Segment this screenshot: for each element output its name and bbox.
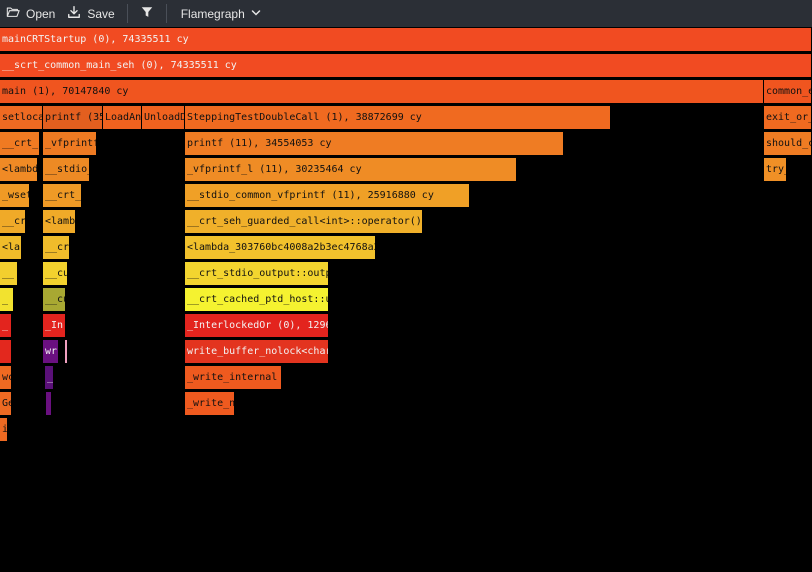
flame-frame[interactable]: wr [43,340,59,364]
toolbar-divider [126,4,128,23]
flame-frame[interactable]: __crt_stdio_output::outp [185,262,329,286]
flame-frame[interactable]: Ge [0,392,12,416]
flame-frame[interactable]: __scrt_common_main_seh (0), 74335511 cy [0,54,812,78]
folder-open-icon [6,5,20,22]
flame-frame[interactable]: <lambd [0,158,38,182]
save-label: Save [87,6,115,21]
toolbar: Open Save Flamegraph [0,0,812,28]
flame-frame[interactable]: _InterlockedOr (0), 1296 [185,314,329,338]
flame-frame[interactable]: _vfprintf_l (11), 30235464 cy [185,158,517,182]
flame-frame[interactable]: __crt_ [0,132,40,156]
flame-frame[interactable]: <lamb [43,210,76,234]
flame-frame[interactable]: _In [43,314,66,338]
flame-frame[interactable]: __cr [0,210,26,234]
flame-frame[interactable]: mainCRTStartup (0), 74335511 cy [0,28,812,52]
download-icon [67,5,81,22]
flame-frame[interactable]: UnloadD [142,106,185,130]
flame-frame[interactable]: exit_or_ [764,106,812,130]
flame-frame[interactable]: _ [45,366,54,390]
flame-frame[interactable]: should_c [764,132,812,156]
flame-frame[interactable]: __stdio_ [43,158,90,182]
flame-frame[interactable]: printf (35 [43,106,103,130]
flame-frame[interactable] [0,340,12,364]
flame-frame[interactable]: printf (11), 34554053 cy [185,132,564,156]
flame-frame[interactable]: __ [0,262,18,286]
flame-frame[interactable]: _ [0,288,14,312]
open-label: Open [26,6,56,21]
flame-frame[interactable]: i [0,418,8,442]
flame-frame[interactable]: __crt_cached_ptd_host::u [185,288,329,312]
flame-frame[interactable]: _write_internal [185,366,282,390]
flame-frame[interactable]: setloca [0,106,43,130]
flamegraph-canvas[interactable]: mainCRTStartup (0), 74335511 cy __scrt_co… [0,27,812,572]
view-mode-dropdown[interactable]: Flamegraph [173,7,269,21]
flame-frame[interactable]: main (1), 70147840 cy [0,80,764,104]
filter-icon [140,5,154,22]
flame-frame[interactable]: _ [0,314,12,338]
flame-frame[interactable]: <lambda_303760bc4008a2b3ec4768a2 [185,236,376,260]
flame-frame[interactable]: __crt_ [43,184,82,208]
flame-frame[interactable]: _vfprintf [43,132,97,156]
flame-frame[interactable]: <la [0,236,22,260]
flame-frame[interactable]: __cu [43,288,66,312]
flame-frame[interactable]: __cr [43,236,70,260]
filter-button[interactable] [134,5,160,22]
flame-frame[interactable]: __cu [43,262,68,286]
open-button[interactable]: Open [0,5,61,22]
flame-frame[interactable] [65,340,68,364]
flame-frame[interactable]: write_buffer_nolock<char [185,340,329,364]
flame-frame[interactable]: LoadAn [103,106,142,130]
flame-frame[interactable]: _write_n [185,392,235,416]
flame-frame[interactable]: common_e [764,80,812,104]
chevron-down-icon [251,7,261,21]
flame-frame[interactable]: try_ [764,158,787,182]
toolbar-divider [165,4,167,23]
flame-frame[interactable]: SteppingTestDoubleCall (1), 38872699 cy [185,106,611,130]
flame-frame[interactable]: __crt_seh_guarded_call<int>::operator() [185,210,423,234]
flame-frame[interactable]: _wset [0,184,30,208]
save-button[interactable]: Save [61,5,120,22]
flame-frame[interactable]: __stdio_common_vfprintf (11), 25916880 c… [185,184,470,208]
flame-frame[interactable] [46,392,52,416]
view-mode-label: Flamegraph [180,6,245,21]
flame-frame[interactable]: wc [0,366,12,390]
